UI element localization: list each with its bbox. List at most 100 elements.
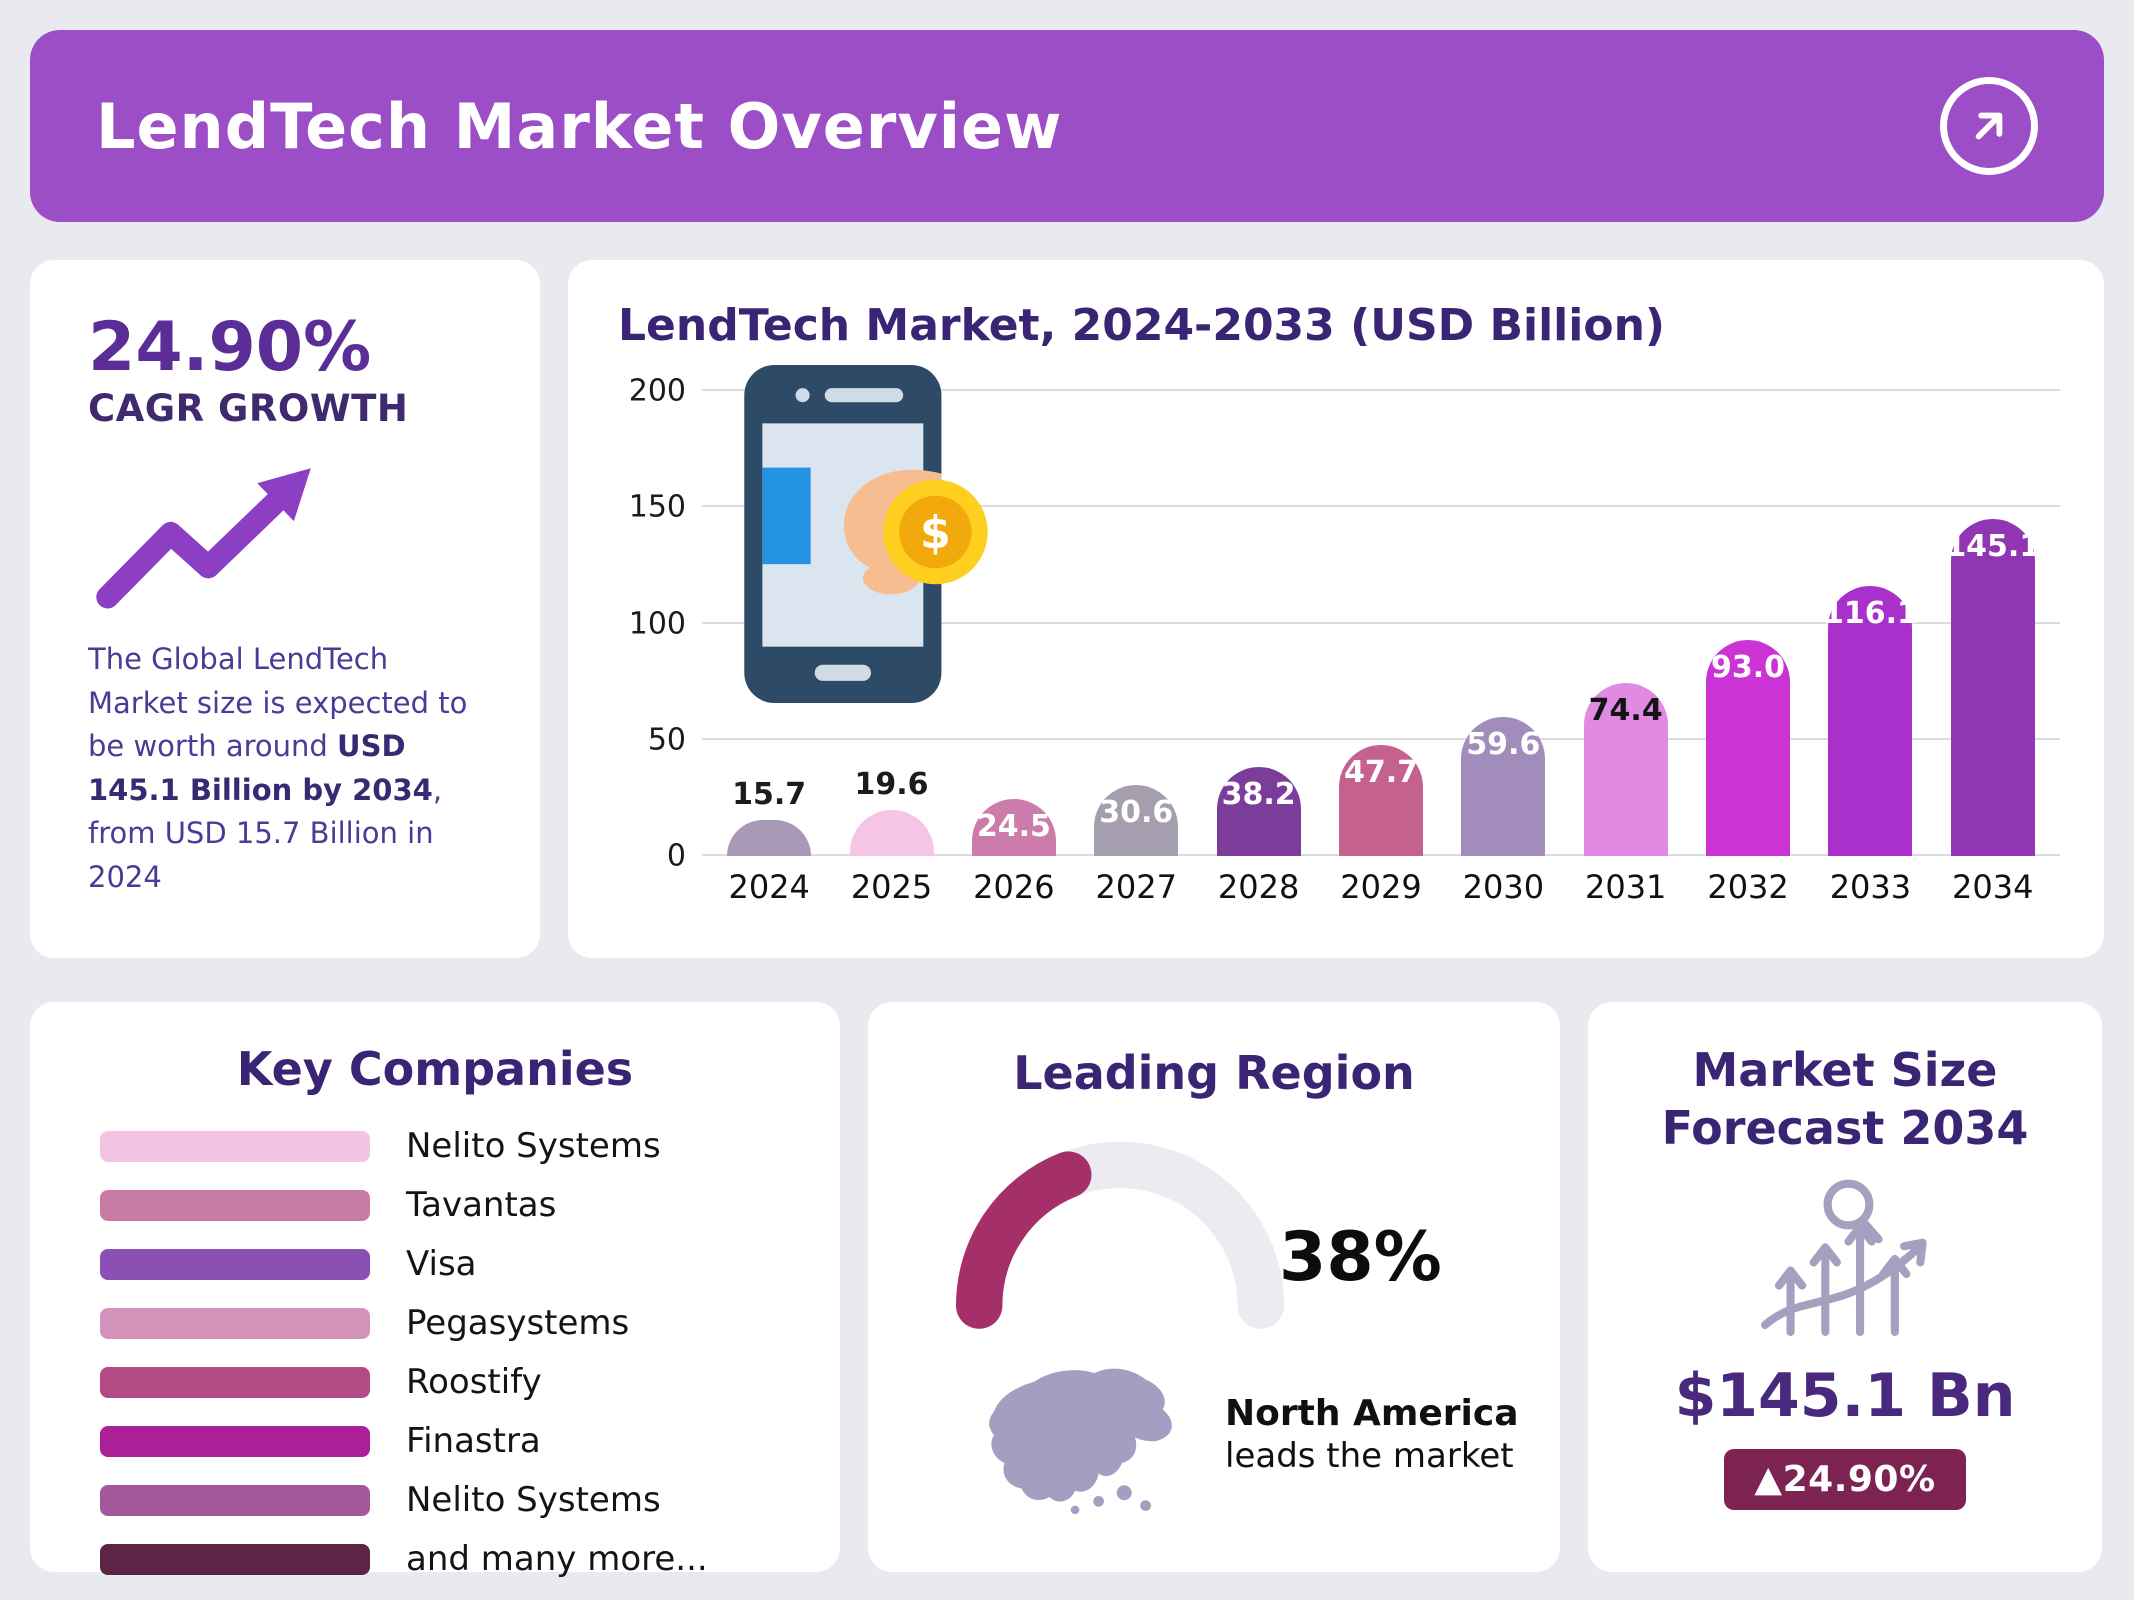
bar-value-2033: 116.1 [1822,596,1918,632]
bar-col-2030: 59.6 [1442,391,1564,856]
bar-2034: 145.1 [1945,518,2040,856]
open-link-button[interactable] [1940,77,2038,175]
bars: 15.7 19.6 24.5 30.6 38.2 47.7 59.6 74.4 93.0 116.… [702,391,2060,856]
bar-value-2030: 59.6 [1466,727,1541,763]
asia-map-icon [989,1368,1172,1515]
bar-2025 [849,810,934,856]
bar-col-2026: 24.5 [953,391,1075,856]
x-label-2027: 2027 [1095,868,1177,906]
growth-badge: ▲24.90% [1724,1449,1966,1510]
region-caption: leads the market [1225,1435,1514,1476]
y-tick-100: 100 [628,606,686,641]
arrow-up-right-icon [1975,112,2003,140]
company-swatch [100,1543,370,1575]
key-companies-title: Key Companies [236,1042,634,1096]
x-label-2034: 2034 [1952,868,2034,906]
chart-area: 0 50 100 150 200 15.7 19.6 24.5 30.6 38.2 47.7 59.… [618,365,2060,874]
bar-col-2034: 145.1 [1932,391,2054,856]
bar-col-2027: 30.6 [1075,391,1197,856]
y-tick-200: 200 [628,373,686,409]
gridline-50 [702,737,2060,740]
company-row-7: and many more... [100,1539,796,1579]
x-label-2032: 2032 [1707,868,1789,906]
region-bottom: North America leads the market [904,1343,1524,1525]
bar-value-2024: 15.7 [732,776,807,812]
x-label-2024: 2024 [728,868,810,906]
cagr-desc-part2: , from USD 15.7 Billion in 2024 [88,772,443,894]
x-label-2026: 2026 [973,868,1055,906]
company-list: Nelito Systems Tavantas Visa Pegasystems Roo… [74,1126,796,1579]
bar-2031: 74.4 [1583,683,1668,856]
bar-2027: 30.6 [1094,784,1179,856]
company-swatch [100,1248,370,1280]
company-row-1: Tavantas [100,1185,796,1225]
x-label-2031: 2031 [1584,868,1667,906]
bar-2028: 38.2 [1216,767,1301,856]
company-label: Nelito Systems [406,1126,661,1166]
bar-value-2029: 47.7 [1343,755,1418,791]
bar-col-2025: 19.6 [830,391,952,856]
gridline-100 [702,621,2060,624]
x-label-2033: 2033 [1829,868,1912,906]
company-swatch [100,1307,370,1339]
forecast-card: Market Size Forecast 2034 $145.1 Bn ▲24.… [1588,1002,2102,1572]
company-row-5: Finastra [100,1421,796,1461]
company-swatch [100,1366,370,1398]
company-row-3: Pegasystems [100,1303,796,1343]
company-label: Finastra [406,1421,541,1461]
plot-area: 15.7 19.6 24.5 30.6 38.2 47.7 59.6 74.4 93.0 116.… [702,365,2060,856]
key-companies-card: Key Companies Nelito Systems Tavantas Visa… [30,1002,840,1579]
cagr-desc-bold: USD 145.1 Billion by 2034 [88,729,433,807]
market-analysis-icon [1760,1179,1927,1336]
x-label-2029: 2029 [1340,868,1422,906]
phone-money-illustration: $ [744,365,988,703]
phone-speaker [824,388,904,403]
x-labels: 2024 2025 2026 2027 2028 2029 2030 2031 2032 2033… [702,868,2060,906]
chart-title: LendTech Market, 2024-2033 (USD Billion) [618,300,1665,351]
region-gauge [956,1141,1284,1329]
bar-col-2033: 116.1 [1809,391,1931,856]
x-label-2028: 2028 [1217,868,1300,906]
gridline-200 [702,389,2060,391]
company-swatch [100,1189,370,1221]
leading-region-card: Leading Region 38% North America [868,1002,1560,1572]
company-label: Nelito Systems [406,1480,661,1520]
screen-card [762,467,811,565]
y-axis: 0 50 100 150 200 [618,374,702,874]
coin-inner [899,495,972,569]
bar-2026: 24.5 [971,799,1056,856]
growth-arrow-icon [96,468,311,609]
chart-card: LendTech Market, 2024-2033 (USD Billion)… [568,260,2104,958]
bar-value-2034: 145.1 [1945,528,2041,564]
bottom-row: Key Companies Nelito Systems Tavantas Visa… [30,1002,2104,1579]
gauge-percent: 38% [1279,1218,1442,1297]
bar-col-2028: 38.2 [1197,391,1319,856]
bar-value-2031: 74.4 [1588,693,1663,729]
bar-col-2024: 15.7 [708,391,830,856]
bar-col-2029: 47.7 [1320,391,1442,856]
top-row: 24.90% CAGR GROWTH The Global LendTech M… [30,260,2104,958]
cagr-label: CAGR GROWTH [88,387,409,431]
y-tick-50: 50 [647,722,686,758]
bar-2030: 59.6 [1461,717,1546,856]
gauge-fill [956,1141,1284,1329]
bar-2029: 47.7 [1338,745,1423,856]
y-tick-0: 0 [666,838,686,874]
bar-value-2025: 19.6 [854,767,929,803]
company-label: Visa [406,1244,477,1284]
company-row-6: Nelito Systems [100,1480,796,1520]
bar-col-2032: 93.0 [1687,391,1809,856]
region-name: North America [1225,1392,1519,1434]
company-label: Roostify [406,1362,542,1402]
page-title: LendTech Market Overview [96,89,1063,163]
company-swatch [100,1425,370,1457]
cagr-value: 24.90% [88,308,372,387]
bar-value-2027: 30.6 [1099,794,1174,830]
x-label-2025: 2025 [850,868,933,906]
forecast-title: Market Size Forecast 2034 [1661,1043,2029,1155]
y-tick-150: 150 [628,489,686,525]
region-text: North America leads the market [1225,1393,1519,1476]
bar-value-2032: 93.0 [1711,649,1786,685]
company-label: Pegasystems [406,1303,630,1343]
